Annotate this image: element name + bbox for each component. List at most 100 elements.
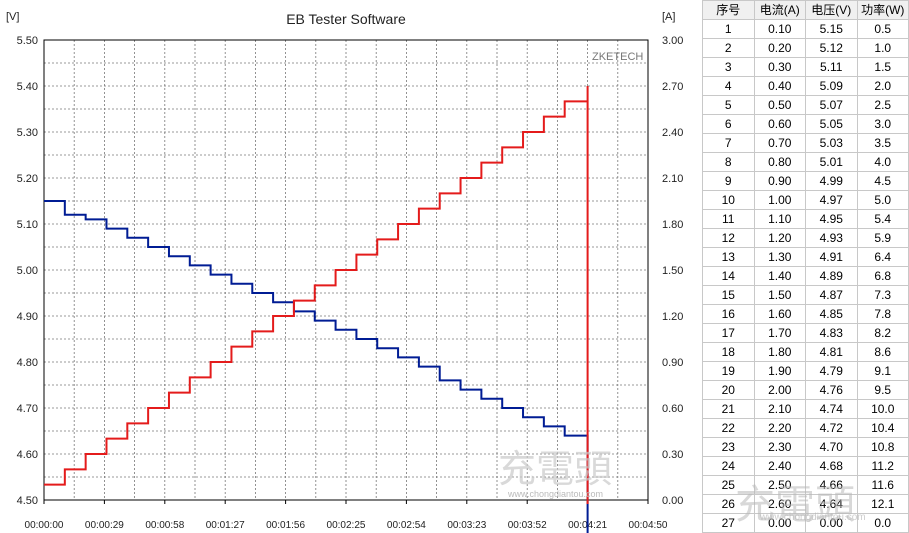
table-cell: 5.03 [805, 133, 858, 153]
left-tick-label: 5.10 [17, 219, 38, 231]
table-cell: 26 [702, 494, 755, 514]
table-cell: 11.6 [856, 475, 909, 495]
table-cell: 1.50 [753, 285, 806, 305]
right-tick-label: 1.20 [662, 311, 683, 323]
right-tick-label: 1.80 [662, 219, 683, 231]
table-cell: 11.2 [856, 456, 909, 476]
table-cell: 0.80 [753, 152, 806, 172]
table-cell: 5.12 [805, 38, 858, 58]
table-cell: 27 [702, 513, 755, 533]
right-tick-label: 2.70 [662, 81, 683, 93]
table-cell: 0.5 [856, 19, 909, 39]
table-cell: 11 [702, 209, 755, 229]
x-tick-label: 00:00:29 [85, 520, 124, 531]
table-cell: 1.00 [753, 190, 806, 210]
right-tick-label: 0.00 [662, 495, 683, 507]
table-row: 10 1.00 4.97 5.0 [702, 190, 909, 210]
table-cell: 18 [702, 342, 755, 362]
table-cell: 12.1 [856, 494, 909, 514]
table-cell: 7.3 [856, 285, 909, 305]
table-cell: 21 [702, 399, 755, 419]
table-cell: 7 [702, 133, 755, 153]
table-cell: 0.40 [753, 76, 806, 96]
table-cell: 3.0 [856, 114, 909, 134]
table-cell: 13 [702, 247, 755, 267]
voltage-series-line [44, 200, 589, 533]
table-cell: 1.60 [753, 304, 806, 324]
table-row: 2 0.20 5.12 1.0 [702, 38, 909, 58]
table-cell: 1.90 [753, 361, 806, 381]
table-cell: 23 [702, 437, 755, 457]
x-tick-label: 00:00:00 [25, 520, 64, 531]
table-cell: 24 [702, 456, 755, 476]
table-cell: 5 [702, 95, 755, 115]
table-row: 3 0.30 5.11 1.5 [702, 57, 909, 77]
table-cell: 15 [702, 285, 755, 305]
table-cell: 3 [702, 57, 755, 77]
table-cell: 0.50 [753, 95, 806, 115]
table-cell: 4.97 [805, 190, 858, 210]
table-cell: 4 [702, 76, 755, 96]
table-cell: 5.11 [805, 57, 858, 77]
table-cell: 1.10 [753, 209, 806, 229]
table-cell: 2.5 [856, 95, 909, 115]
table-cell: 16 [702, 304, 755, 324]
table-cell: 14 [702, 266, 755, 286]
table-row: 19 1.90 4.79 9.1 [702, 361, 909, 381]
table-cell: 5.0 [856, 190, 909, 210]
table-cell: 7.8 [856, 304, 909, 324]
right-tick-label: 0.90 [662, 357, 683, 369]
x-tick-label: 00:02:25 [327, 520, 366, 531]
left-tick-label: 5.30 [17, 127, 38, 139]
table-cell: 4.5 [856, 171, 909, 191]
table-cell: 0.90 [753, 171, 806, 191]
table-row: 4 0.40 5.09 2.0 [702, 76, 909, 96]
table-cell: 5.09 [805, 76, 858, 96]
table-cell: 0.60 [753, 114, 806, 134]
table-cell: 1.80 [753, 342, 806, 362]
table-row: 27 0.00 0.00 0.0 [702, 513, 909, 533]
table-cell: 2.10 [753, 399, 806, 419]
table-cell: 5.9 [856, 228, 909, 248]
x-tick-label: 00:00:58 [145, 520, 184, 531]
table-cell: 5.07 [805, 95, 858, 115]
table-cell: 4.91 [805, 247, 858, 267]
table-cell: 10.8 [856, 437, 909, 457]
right-tick-label: 0.60 [662, 403, 683, 415]
table-cell: 5.05 [805, 114, 858, 134]
table-cell: 5.4 [856, 209, 909, 229]
table-cell: 4.74 [805, 399, 858, 419]
left-axis-unit: [V] [6, 11, 19, 23]
table-row: 13 1.30 4.91 6.4 [702, 247, 909, 267]
right-tick-label: 2.40 [662, 127, 683, 139]
table-cell: 5.15 [805, 19, 858, 39]
table-watermark-logo: 充電頭 [735, 483, 855, 527]
table-row: 5 0.50 5.07 2.5 [702, 95, 909, 115]
table-cell: 4.0 [856, 152, 909, 172]
table-row: 18 1.80 4.81 8.6 [702, 342, 909, 362]
left-tick-label: 4.50 [17, 495, 38, 507]
table-cell: 10.0 [856, 399, 909, 419]
table-cell: 2 [702, 38, 755, 58]
x-tick-label: 00:04:50 [629, 520, 668, 531]
table-cell: 4.93 [805, 228, 858, 248]
table-row: 14 1.40 4.89 6.8 [702, 266, 909, 286]
x-tick-label: 00:01:27 [206, 520, 245, 531]
table-cell: 22 [702, 418, 755, 438]
table-cell: 0.00 [805, 513, 858, 533]
x-tick-label: 00:02:54 [387, 520, 426, 531]
left-tick-label: 5.40 [17, 81, 38, 93]
chart: EB Tester Software [V] [A] ZKETECH 5.505… [6, 11, 684, 533]
table-cell: 4.79 [805, 361, 858, 381]
table-row: 22 2.20 4.72 10.4 [702, 418, 909, 438]
table-header-cell: 序号 [702, 0, 755, 20]
table-cell: 1.0 [856, 38, 909, 58]
table-row: 17 1.70 4.83 8.2 [702, 323, 909, 343]
table-cell: 0.0 [856, 513, 909, 533]
table-row: 9 0.90 4.99 4.5 [702, 171, 909, 191]
left-tick-label: 4.70 [17, 403, 38, 415]
table-cell: 1.20 [753, 228, 806, 248]
data-table: 序号 电流(A) 电压(V) 功率(W) 1 0.10 5.15 0.5 2 0.20 5.12 1… [702, 0, 909, 533]
table-cell: 8.2 [856, 323, 909, 343]
table-header-cell: 电流(A) [753, 0, 806, 20]
